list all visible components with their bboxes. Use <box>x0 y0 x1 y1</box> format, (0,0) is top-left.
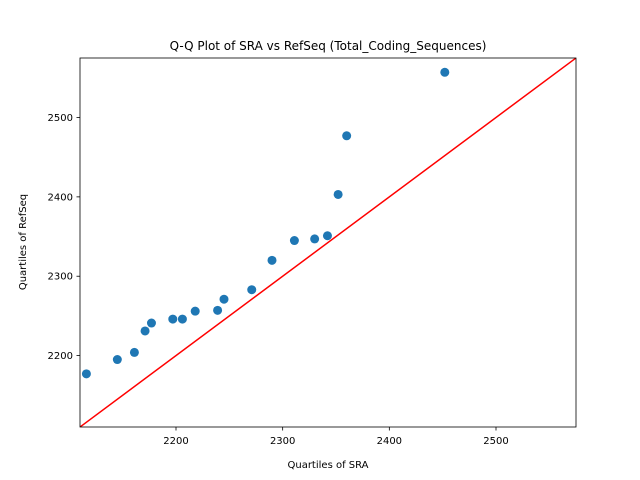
y-axis-ticks: 2200 2300 2400 2500 <box>48 113 80 362</box>
y-axis-title: Quartiles of RefSeq <box>18 194 29 290</box>
chart-title: Q-Q Plot of SRA vs RefSeq (Total_Coding_… <box>170 39 487 53</box>
data-point <box>310 234 320 244</box>
data-points <box>81 67 450 379</box>
data-point <box>177 314 187 324</box>
data-point <box>190 306 200 316</box>
data-point <box>129 347 139 357</box>
y-tick-label: 2300 <box>48 272 73 283</box>
x-axis-title: Quartiles of SRA <box>287 460 368 471</box>
y-tick-label: 2400 <box>48 192 73 203</box>
data-point <box>267 255 277 265</box>
y-tick-label: 2500 <box>48 113 73 124</box>
plot-area <box>80 58 576 427</box>
data-point <box>168 314 178 324</box>
y-tick-label: 2200 <box>48 351 73 362</box>
reference-line <box>80 58 576 427</box>
data-point <box>146 318 156 328</box>
plot-frame <box>79 57 577 428</box>
x-tick-label: 2500 <box>483 436 508 447</box>
data-point <box>219 294 229 304</box>
x-tick-label: 2300 <box>270 436 295 447</box>
data-point <box>322 231 332 241</box>
x-tick-label: 2400 <box>377 436 402 447</box>
x-tick-label: 2200 <box>163 436 188 447</box>
data-point <box>140 326 150 336</box>
data-point <box>333 189 343 199</box>
data-point <box>81 369 91 379</box>
data-point <box>440 67 450 77</box>
data-point <box>289 236 299 246</box>
x-axis-ticks: 2200 2300 2400 2500 <box>163 427 509 447</box>
data-point <box>342 131 352 141</box>
data-point <box>213 305 223 315</box>
data-point <box>247 285 257 295</box>
data-point <box>112 355 122 365</box>
